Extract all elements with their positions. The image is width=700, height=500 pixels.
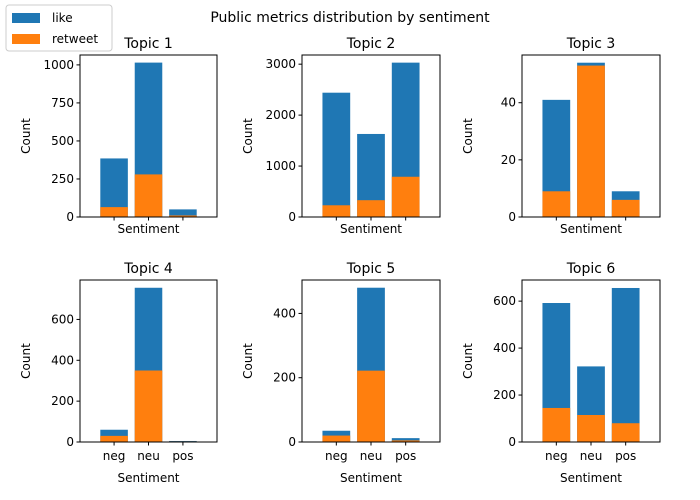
x-tick-label: neu [137,449,160,463]
x-axis-label: Sentiment [340,471,402,485]
bar-like-pos [169,209,197,217]
y-tick-label: 0 [288,210,296,224]
y-tick-label: 400 [493,341,516,355]
x-tick-label: pos [172,449,193,463]
x-tick-label: pos [615,449,636,463]
subplot-topic-3: Topic 3 0 20 40 Sentiment Count [461,36,661,236]
figure-title: Public metrics distribution by sentiment [210,10,490,26]
bar-retweet-neu [134,370,163,442]
bar-like-neg [322,92,351,217]
bar-retweet-neu [577,65,605,217]
subplot-title: Topic 3 [566,36,616,52]
legend: like retweet [5,4,113,52]
x-axis-label: Sentiment [560,471,622,485]
x-tick-label: neu [580,449,603,463]
y-tick-label: 400 [273,306,296,320]
y-tick-label: 0 [508,210,516,224]
y-tick-label: 1000 [43,58,74,72]
bar-retweet-neg [100,435,128,442]
bar-retweet-neg [322,205,351,217]
x-tick-label: neg [545,449,568,463]
x-tick-label: neg [325,449,348,463]
y-tick-label: 250 [51,172,74,186]
y-axis-label: Count [461,343,475,379]
subplot-topic-2: Topic 2 0 1000 2000 3000 Sentiment Count [241,36,441,236]
y-tick-label: 3000 [265,57,296,71]
legend-label-retweet: retweet [52,32,98,46]
x-axis-label: Sentiment [117,471,179,485]
x-tick-label: neu [360,449,383,463]
bar-retweet-neu [577,415,605,442]
legend-label-like: like [52,11,73,25]
legend-swatch-retweet [12,34,40,44]
y-tick-label: 600 [493,294,516,308]
y-tick-label: 200 [493,388,516,402]
x-tick-label: pos [395,449,416,463]
y-tick-label: 200 [51,394,74,408]
bar-retweet-neg [542,191,571,217]
subplot-topic-6: Topic 6 0 200 400 600 neg neu pos Sentiment Count [461,261,661,485]
bar-retweet-pos [391,176,420,217]
subplot-title: Topic 2 [346,36,396,52]
y-tick-label: 0 [508,435,516,449]
subplot-topic-4: Topic 4 0 200 400 600 neg neu pos Sentiment Count [19,261,218,485]
bar-retweet-neu [357,370,385,442]
subplot-title: Topic 4 [123,261,173,277]
subplots: Topic 102505007501000SentimentCountTopic… [19,36,661,485]
y-tick-label: 20 [501,153,516,167]
subplot-topic-5: Topic 5 0 200 400 neg neu pos Sentiment Count [241,261,441,485]
y-tick-label: 0 [288,435,296,449]
y-tick-label: 2000 [265,108,296,122]
y-tick-label: 400 [51,353,74,367]
y-tick-label: 1000 [265,159,296,173]
y-tick-label: 200 [273,371,296,385]
y-axis-label: Count [241,118,255,154]
y-axis-label: Count [19,118,33,154]
y-tick-label: 500 [51,134,74,148]
subplot-title: Topic 5 [346,261,396,277]
x-axis-label: Sentiment [340,222,402,236]
y-tick-label: 600 [51,312,74,326]
x-axis-label: Sentiment [117,222,179,236]
legend-swatch-like [12,13,40,23]
subplot-title: Topic 6 [566,261,616,277]
y-tick-label: 0 [66,435,74,449]
y-axis-label: Count [241,343,255,379]
x-axis-label: Sentiment [560,222,622,236]
y-axis-label: Count [461,118,475,154]
subplot-title: Topic 1 [123,36,173,52]
bar-retweet-neu [134,174,163,217]
subplot-topic-1: Topic 1 0 250 500 750 1000 Sentiment Count [19,36,218,236]
bar-like-pos [391,438,420,442]
bar-retweet-pos [391,440,420,442]
y-axis-label: Count [19,343,33,379]
bar-like-pos [611,287,640,442]
bar-retweet-pos [611,423,640,442]
bar-retweet-neu [357,200,385,217]
x-tick-label: neg [103,449,126,463]
bar-retweet-pos [611,199,640,217]
bar-retweet-pos [169,215,197,217]
y-tick-label: 0 [66,210,74,224]
bar-retweet-neg [322,435,351,442]
y-tick-label: 750 [51,96,74,110]
bar-retweet-neg [100,207,128,217]
bar-retweet-neg [542,407,571,442]
y-tick-label: 40 [501,96,516,110]
